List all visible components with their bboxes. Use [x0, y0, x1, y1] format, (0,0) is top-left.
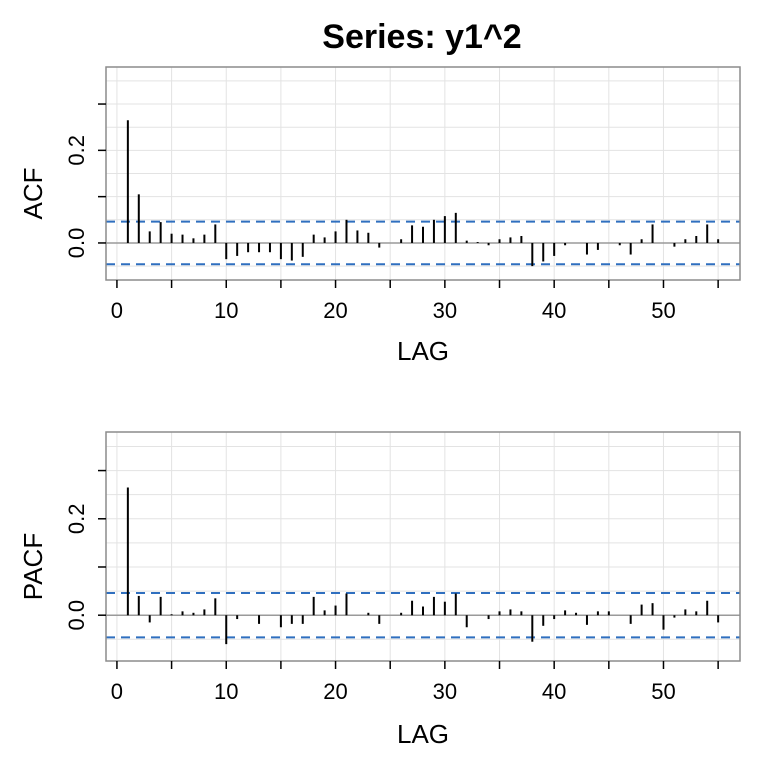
y-tick-label: 0.2	[64, 135, 89, 166]
bars	[126, 487, 720, 645]
y-tick-label: 0.2	[64, 503, 89, 534]
grid	[106, 432, 740, 661]
x-tick-label: 0	[111, 679, 123, 704]
y-tick-label: 0.0	[64, 600, 89, 631]
y-axis-label: PACF	[18, 533, 48, 600]
x-tick-label: 50	[651, 679, 675, 704]
x-tick-label: 50	[651, 298, 675, 323]
panel-pacf: 0.0 0.2 PACF 0 10 20 30 40 50 LAG	[18, 431, 741, 749]
plot-frame	[105, 431, 741, 662]
grid	[106, 67, 740, 280]
bars	[126, 120, 720, 267]
x-axis-label: LAG	[397, 336, 449, 366]
x-tick-label: 20	[323, 679, 347, 704]
x-tick-label: 20	[323, 298, 347, 323]
x-tick-label: 30	[433, 298, 457, 323]
panels-container: 0.0 0.2 ACF 0 10 20 30 40 50 LAG 0.0 0.2 PACF 0 10 20 30…	[18, 66, 741, 749]
x-tick-label: 0	[111, 298, 123, 323]
y-tick-label: 0.0	[64, 228, 89, 259]
x-tick-label: 10	[214, 298, 238, 323]
x-tick-label: 40	[542, 298, 566, 323]
x-tick-label: 30	[433, 679, 457, 704]
x-tick-label: 40	[542, 679, 566, 704]
plot-frame	[105, 66, 741, 281]
panel-acf: 0.0 0.2 ACF 0 10 20 30 40 50 LAG	[18, 66, 741, 366]
x-tick-label: 10	[214, 679, 238, 704]
y-axis-label: ACF	[18, 168, 48, 220]
x-axis-label: LAG	[397, 719, 449, 749]
chart-title: Series: y1^2	[322, 18, 521, 56]
